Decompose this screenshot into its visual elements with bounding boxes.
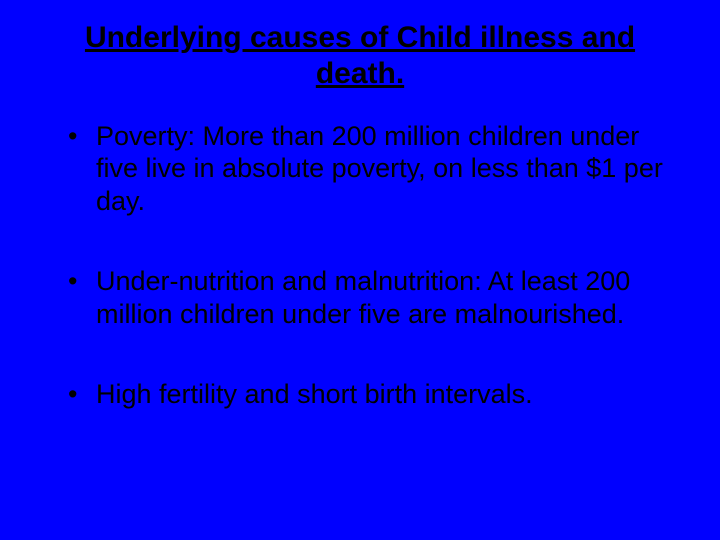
bullet-list: Poverty: More than 200 million children … bbox=[48, 120, 672, 410]
slide-title: Underlying causes of Child illness and d… bbox=[48, 20, 672, 92]
list-item: Poverty: More than 200 million children … bbox=[68, 120, 672, 217]
list-item: Under-nutrition and malnutrition: At lea… bbox=[68, 265, 672, 330]
list-item: High fertility and short birth intervals… bbox=[68, 378, 672, 410]
